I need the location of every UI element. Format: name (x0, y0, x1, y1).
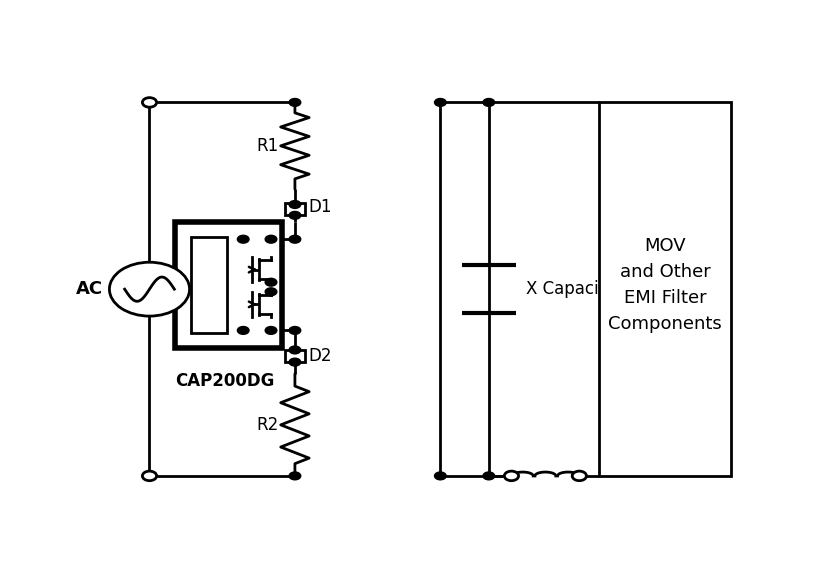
Circle shape (483, 99, 495, 107)
Circle shape (289, 346, 301, 354)
Bar (191, 237, 227, 333)
Circle shape (238, 235, 249, 243)
Bar (284, 350, 305, 362)
Text: R2: R2 (257, 416, 279, 434)
Circle shape (435, 99, 446, 107)
Circle shape (572, 471, 586, 481)
Text: D1: D1 (309, 197, 332, 215)
Circle shape (265, 288, 277, 296)
Text: CAP200DG: CAP200DG (175, 372, 274, 390)
Circle shape (289, 358, 301, 366)
Circle shape (238, 327, 249, 334)
Circle shape (289, 472, 301, 480)
Circle shape (265, 278, 277, 286)
Circle shape (289, 235, 301, 243)
Text: EMI Filter: EMI Filter (624, 289, 706, 307)
Circle shape (289, 201, 301, 208)
Circle shape (143, 98, 157, 107)
Circle shape (289, 212, 301, 219)
Circle shape (289, 327, 301, 334)
Circle shape (483, 472, 495, 480)
Circle shape (435, 472, 446, 480)
Circle shape (289, 99, 301, 107)
Circle shape (265, 235, 277, 243)
Text: Components: Components (608, 315, 722, 333)
Text: R1: R1 (257, 137, 279, 155)
Circle shape (265, 327, 277, 334)
Circle shape (109, 262, 189, 316)
Bar (599, 103, 731, 476)
Text: D2: D2 (309, 347, 332, 365)
Text: and Other: and Other (620, 263, 711, 281)
Text: X Capacitor: X Capacitor (525, 280, 622, 298)
Bar (284, 203, 305, 215)
Text: MOV: MOV (644, 237, 686, 255)
Circle shape (505, 471, 519, 481)
Circle shape (143, 471, 157, 481)
Text: AC: AC (76, 280, 103, 298)
Bar (175, 222, 282, 348)
